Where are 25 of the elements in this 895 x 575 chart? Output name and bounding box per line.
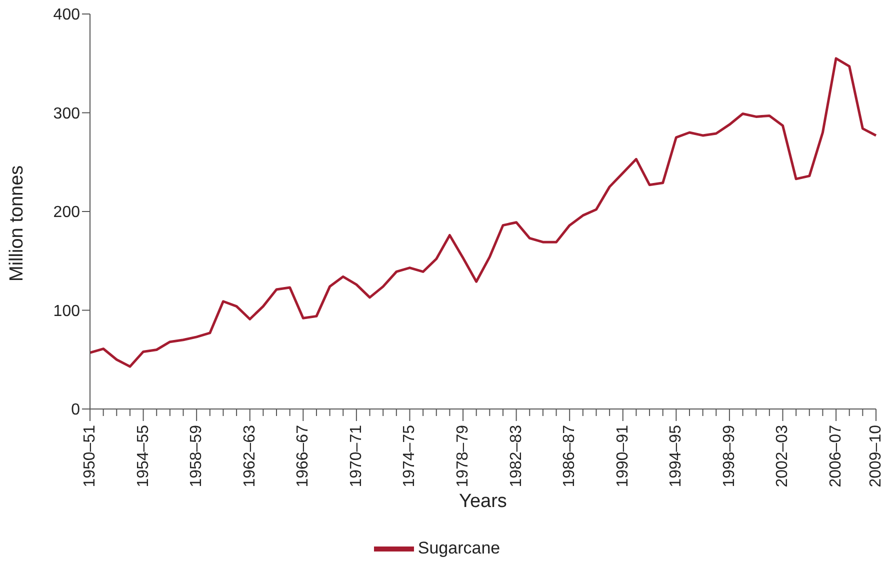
x-tick-label: 1950–51 <box>82 424 98 488</box>
y-tick-label: 0 <box>71 402 80 419</box>
x-tick-label: 1954–55 <box>134 424 152 488</box>
x-tick-label: 1986–87 <box>561 424 578 488</box>
line-series <box>88 57 878 368</box>
x-tick-label: 2009–10 <box>868 424 884 488</box>
x-tick-label: 1962–63 <box>241 424 258 488</box>
x-tick-label: 1970–71 <box>348 424 365 488</box>
y-axis-title: Million tonnes <box>6 165 28 282</box>
x-tick-label: 1990–91 <box>614 424 632 488</box>
x-tick-label: 2002–03 <box>774 424 792 488</box>
x-tick-label: 1966–67 <box>294 424 312 488</box>
x-tick-label: 1998–99 <box>720 424 738 488</box>
x-tick-label: 1978–79 <box>454 424 472 488</box>
x-tick-label: 1994–95 <box>668 424 685 488</box>
y-tick-label: 300 <box>53 105 80 122</box>
x-tick-label: 1982–83 <box>508 424 525 488</box>
x-tick-label: 1974–75 <box>401 424 418 488</box>
y-tick-label: 100 <box>53 302 80 320</box>
y-tick-label: 200 <box>53 204 80 222</box>
x-tick-label: 2006–07 <box>828 424 845 488</box>
legend-label: Sugarcane <box>418 538 500 558</box>
y-tick-label: 400 <box>53 6 80 24</box>
x-axis-title: Years <box>459 491 507 512</box>
x-tick-label: 1958–59 <box>188 424 206 488</box>
